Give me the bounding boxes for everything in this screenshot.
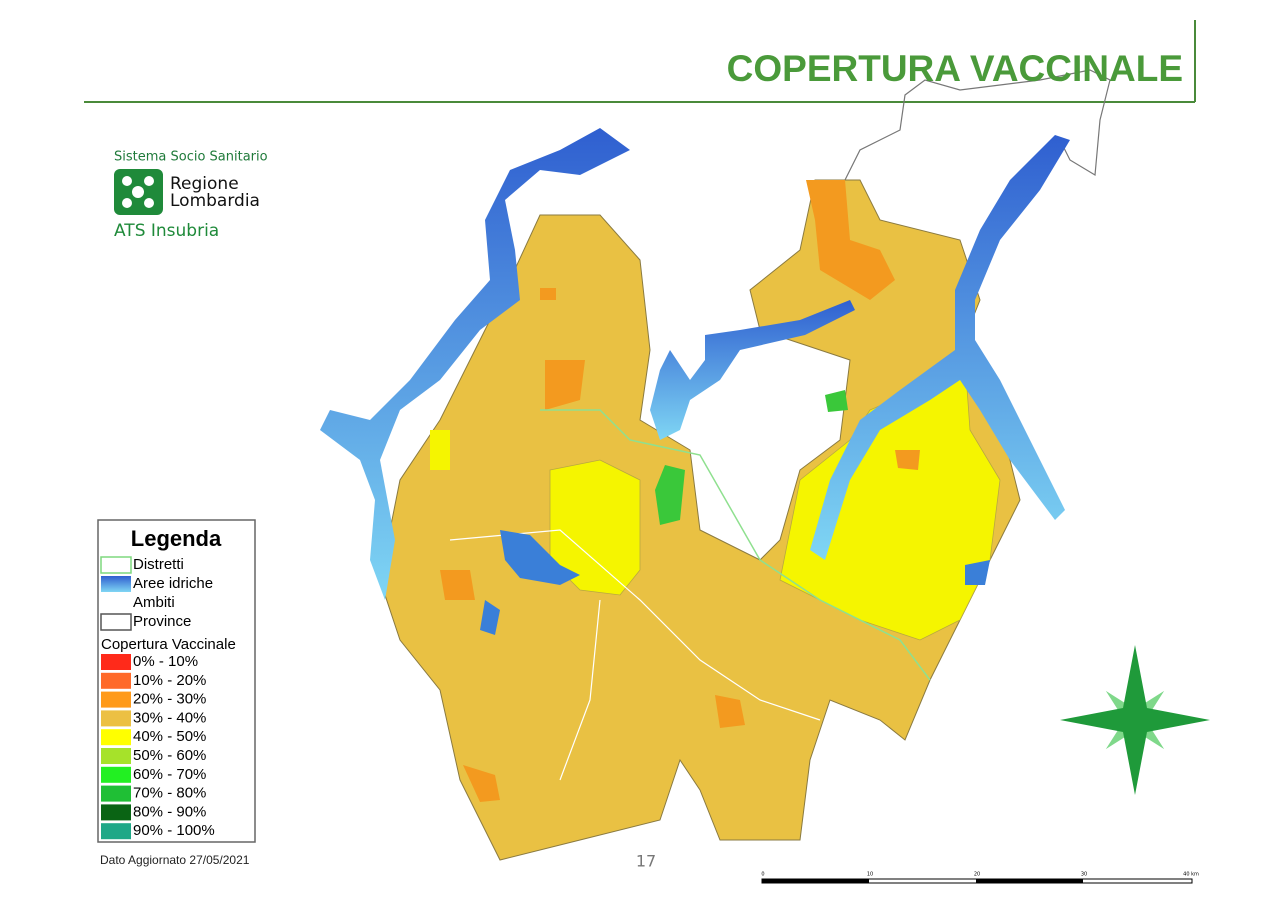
legend-section: Copertura Vaccinale [101, 636, 236, 653]
scale-label: 40 km [1183, 872, 1199, 878]
legend-label: 30% - 40% [133, 709, 206, 726]
legend: Legenda Copertura Vaccinale Distretti Are… [98, 520, 255, 842]
legend-swatch [101, 614, 131, 630]
area-20-30 [440, 570, 475, 600]
legend-swatch [101, 823, 131, 839]
legend-title: Legenda [131, 526, 222, 551]
map [320, 128, 1070, 860]
legend-swatch [101, 767, 131, 783]
legend-label: 40% - 50% [133, 728, 206, 745]
scale-bar: 0 10 20 30 40 km [761, 872, 1199, 884]
scale-label: 0 [761, 872, 764, 878]
logo-system: Sistema Socio Sanitario [114, 150, 268, 165]
logo-region: Lombardia [170, 191, 260, 211]
compass [1060, 645, 1210, 795]
legend-swatch [101, 557, 131, 573]
legend-swatch [101, 748, 131, 764]
area-20-30 [540, 288, 556, 300]
scale-label: 30 [1081, 872, 1087, 878]
lake-lugano [650, 300, 855, 440]
legend-swatch [101, 576, 131, 592]
scale-label: 10 [867, 872, 873, 878]
logo-agency: ATS Insubria [114, 221, 219, 241]
area-40-50 [430, 430, 450, 470]
page-number: 17 [636, 852, 656, 871]
legend-swatch [101, 710, 131, 726]
legend-swatch [101, 729, 131, 745]
legend-label: Ambiti [133, 594, 175, 611]
legend-swatch [101, 786, 131, 802]
legend-label: 10% - 20% [133, 672, 206, 689]
legend-swatch [101, 692, 131, 708]
legend-label: 90% - 100% [133, 822, 215, 839]
legend-label: 60% - 70% [133, 766, 206, 783]
area-60-70 [825, 390, 848, 412]
legend-swatch [101, 654, 131, 670]
legend-label: Distretti [133, 556, 184, 573]
update-date: Dato Aggiornato 27/05/2021 [100, 853, 250, 867]
legend-label: 70% - 80% [133, 785, 206, 802]
legend-label: Province [133, 613, 191, 630]
legend-label: Aree idriche [133, 575, 213, 592]
legend-swatch [101, 673, 131, 689]
legend-label: 20% - 30% [133, 691, 206, 708]
title: COPERTURA VACCINALE [727, 48, 1183, 89]
scale-label: 20 [974, 872, 980, 878]
legend-label: 80% - 90% [133, 803, 206, 820]
legend-swatch [101, 804, 131, 820]
legend-label: 50% - 60% [133, 747, 206, 764]
legend-label: 0% - 10% [133, 653, 198, 670]
area-20-30 [895, 450, 920, 470]
